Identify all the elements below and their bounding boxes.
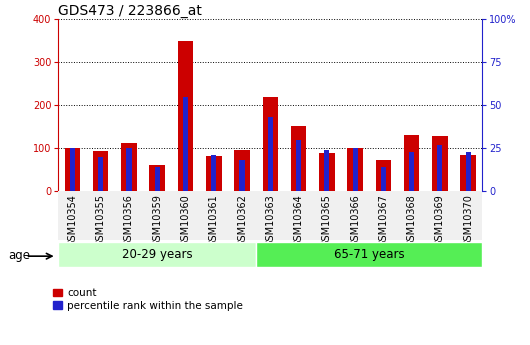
Bar [296, 140, 301, 191]
Bar [381, 167, 386, 191]
Text: 65-71 years: 65-71 years [334, 248, 404, 261]
Text: GSM10368: GSM10368 [407, 194, 417, 247]
Bar [121, 143, 137, 191]
Bar [93, 151, 109, 191]
Bar [352, 148, 358, 191]
Bar [347, 148, 363, 191]
Text: GSM10359: GSM10359 [152, 194, 162, 247]
Bar [58, 241, 256, 267]
Bar [206, 156, 222, 191]
Bar [70, 148, 75, 191]
Bar [437, 145, 443, 191]
Text: 20-29 years: 20-29 years [122, 248, 192, 261]
Text: GSM10364: GSM10364 [294, 194, 304, 247]
Bar [376, 160, 391, 191]
Text: GDS473 / 223866_at: GDS473 / 223866_at [58, 4, 202, 18]
Bar [98, 157, 103, 191]
Bar [256, 241, 482, 267]
Text: GSM10363: GSM10363 [266, 194, 275, 247]
Text: GSM10361: GSM10361 [209, 194, 219, 247]
Text: GSM10354: GSM10354 [67, 194, 77, 247]
Text: GSM10366: GSM10366 [350, 194, 360, 247]
Bar [268, 117, 273, 191]
Bar [240, 160, 244, 191]
Bar [262, 97, 278, 191]
Text: GSM10365: GSM10365 [322, 194, 332, 247]
Bar [461, 155, 476, 191]
Bar [127, 148, 131, 191]
Text: GSM10360: GSM10360 [181, 194, 190, 247]
Text: GSM10369: GSM10369 [435, 194, 445, 247]
Bar [319, 152, 334, 191]
Text: GSM10362: GSM10362 [237, 194, 247, 247]
Bar [432, 136, 448, 191]
Bar [149, 165, 165, 191]
Bar [234, 150, 250, 191]
Bar [466, 152, 471, 191]
Bar [183, 97, 188, 191]
Bar [211, 155, 216, 191]
Bar [291, 126, 306, 191]
Text: age: age [8, 249, 30, 263]
Bar [178, 41, 193, 191]
Bar [65, 148, 80, 191]
Text: GSM10356: GSM10356 [124, 194, 134, 247]
Bar [404, 135, 419, 191]
Legend: count, percentile rank within the sample: count, percentile rank within the sample [53, 288, 243, 311]
Bar [155, 167, 160, 191]
Text: GSM10367: GSM10367 [378, 194, 388, 247]
Text: GSM10355: GSM10355 [96, 194, 105, 247]
Text: GSM10370: GSM10370 [463, 194, 473, 247]
Bar [409, 152, 414, 191]
Bar [324, 150, 329, 191]
